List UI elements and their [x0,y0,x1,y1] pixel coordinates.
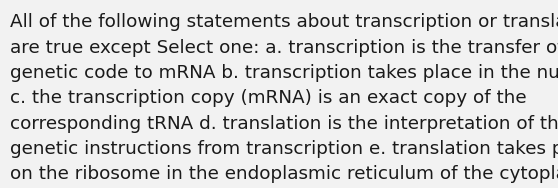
Text: All of the following statements about transcription or translation: All of the following statements about tr… [10,13,558,31]
Text: c. the transcription copy (mRNA) is an exact copy of the: c. the transcription copy (mRNA) is an e… [10,89,527,107]
Text: genetic instructions from transcription e. translation takes place: genetic instructions from transcription … [10,140,558,158]
Text: on the ribosome in the endoplasmic reticulum of the cytoplasm: on the ribosome in the endoplasmic retic… [10,165,558,183]
Text: corresponding tRNA d. translation is the interpretation of the: corresponding tRNA d. translation is the… [10,115,558,133]
Text: are true except Select one: a. transcription is the transfer of the: are true except Select one: a. transcrip… [10,39,558,57]
Text: genetic code to mRNA b. transcription takes place in the nucleus: genetic code to mRNA b. transcription ta… [10,64,558,82]
